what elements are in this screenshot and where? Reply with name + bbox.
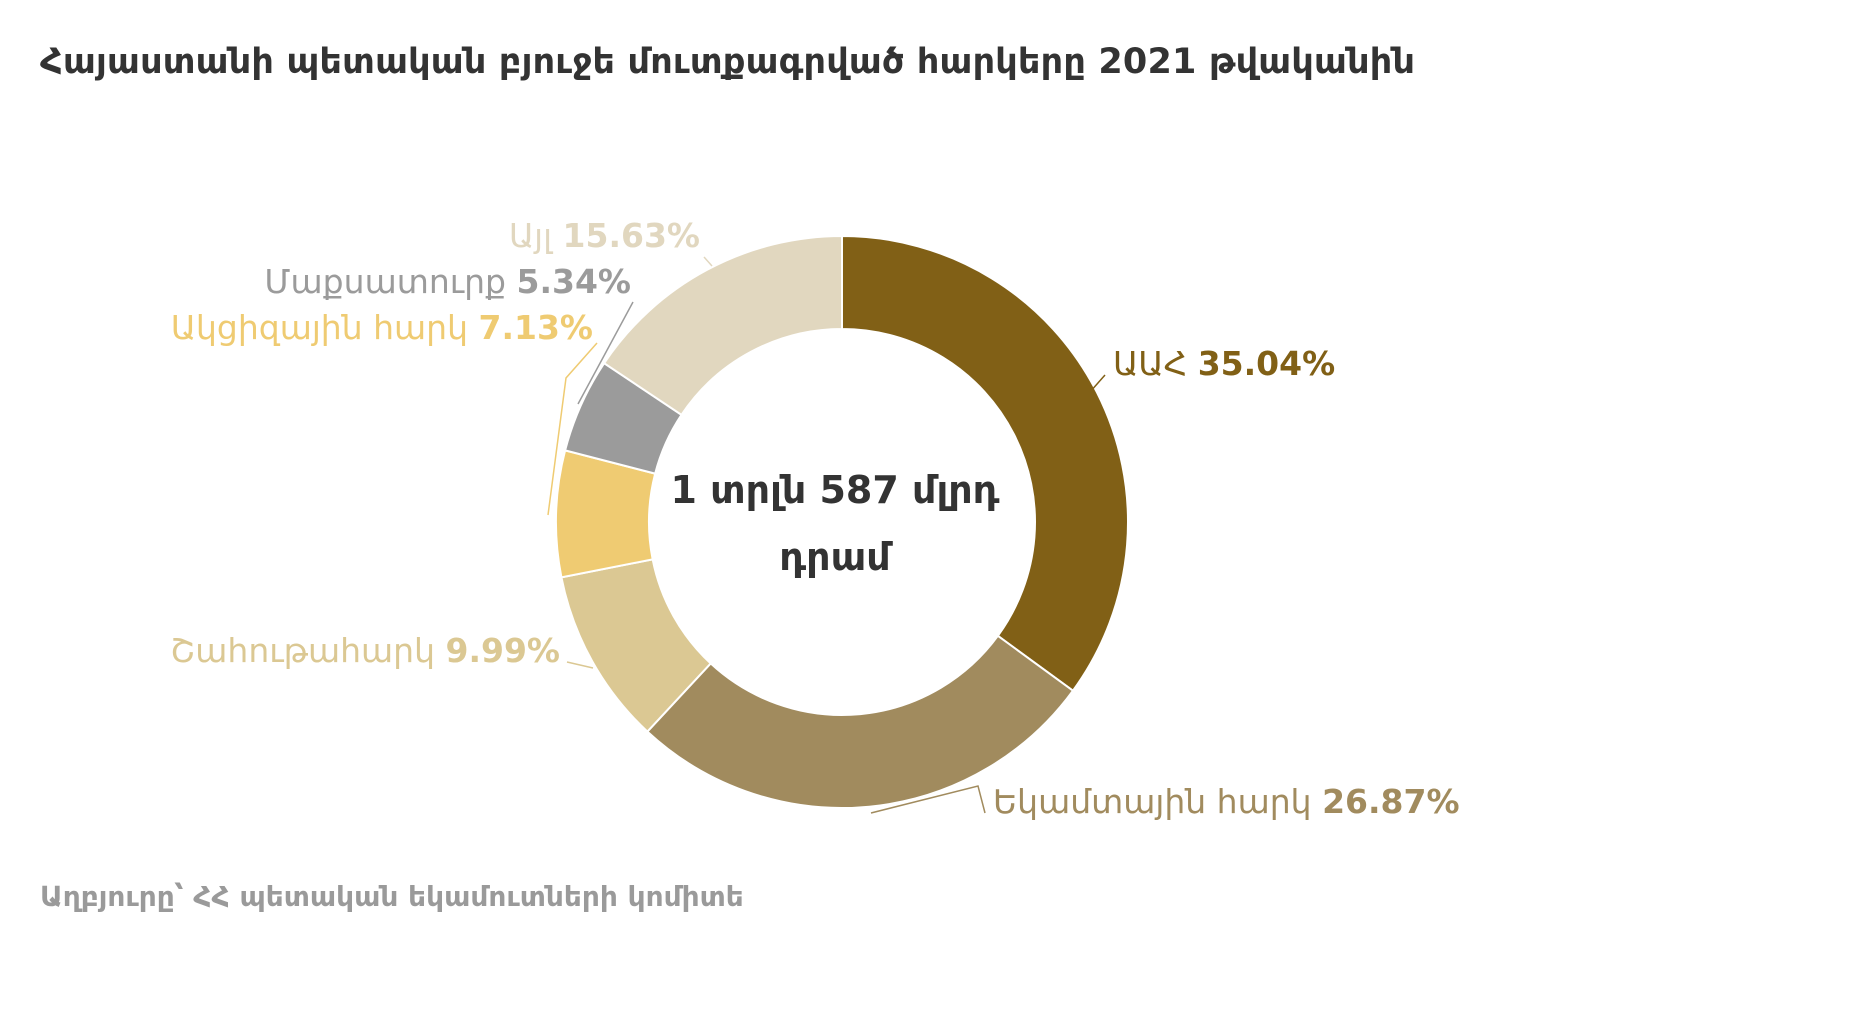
- leader-line-3: [547, 342, 598, 516]
- leader-line-5: [703, 256, 713, 267]
- slice-label-name-2: Շահութահարկ: [170, 631, 445, 670]
- center-label-line-2: դրամ: [779, 535, 893, 579]
- slice-label-0: ԱԱՀ 35.04%: [1113, 344, 1335, 383]
- slice-label-name-4: Մաքսատուրք: [264, 262, 516, 301]
- source-note: Աղբյուրը՝ ՀՀ պետական եկամուտների կոմիտե: [40, 880, 744, 913]
- donut-slice-1: [645, 634, 1075, 809]
- slice-label-name-1: Եկամտային հարկ: [993, 782, 1322, 821]
- leader-line-2: [566, 661, 594, 669]
- labels-layer: ԱԱՀ 35.04% Եկամտային հարկ 26.87% Շահութահա…: [170, 216, 1459, 821]
- slice-label-name-0: ԱԱՀ: [1113, 344, 1198, 383]
- slice-label-value-5: 15.63%: [563, 216, 700, 255]
- center-label-line-1: 1 տրլն 587 մլրդ: [670, 468, 999, 512]
- slice-label-4: Մաքսատուրք 5.34%: [264, 262, 631, 301]
- slice-label-value-0: 35.04%: [1198, 344, 1335, 383]
- leader-line-1: [870, 785, 986, 814]
- slice-label-5: Այլ 15.63%: [509, 216, 700, 255]
- slices-layer: [555, 234, 1130, 809]
- slice-label-name-3: Ակցիզային հարկ: [171, 308, 479, 347]
- donut-slice-0: [841, 234, 1130, 693]
- slice-label-value-3: 7.13%: [479, 308, 594, 347]
- slice-label-2: Շահութահարկ 9.99%: [170, 631, 560, 670]
- slice-label-value-1: 26.87%: [1322, 782, 1459, 821]
- slice-label-3: Ակցիզային հարկ 7.13%: [171, 308, 593, 347]
- leader-line-4: [577, 301, 634, 405]
- slice-label-value-4: 5.34%: [517, 262, 632, 301]
- chart-title: Հայաստանի պետական բյուջե մուտքագրված հար…: [40, 42, 1416, 82]
- slice-label-1: Եկամտային հարկ 26.87%: [993, 782, 1460, 821]
- slice-label-value-2: 9.99%: [446, 631, 561, 670]
- leader-lines-layer: [547, 256, 1106, 814]
- donut-slice-5: [602, 234, 843, 417]
- slice-label-name-5: Այլ: [509, 216, 563, 255]
- leader-line-0: [1089, 374, 1106, 393]
